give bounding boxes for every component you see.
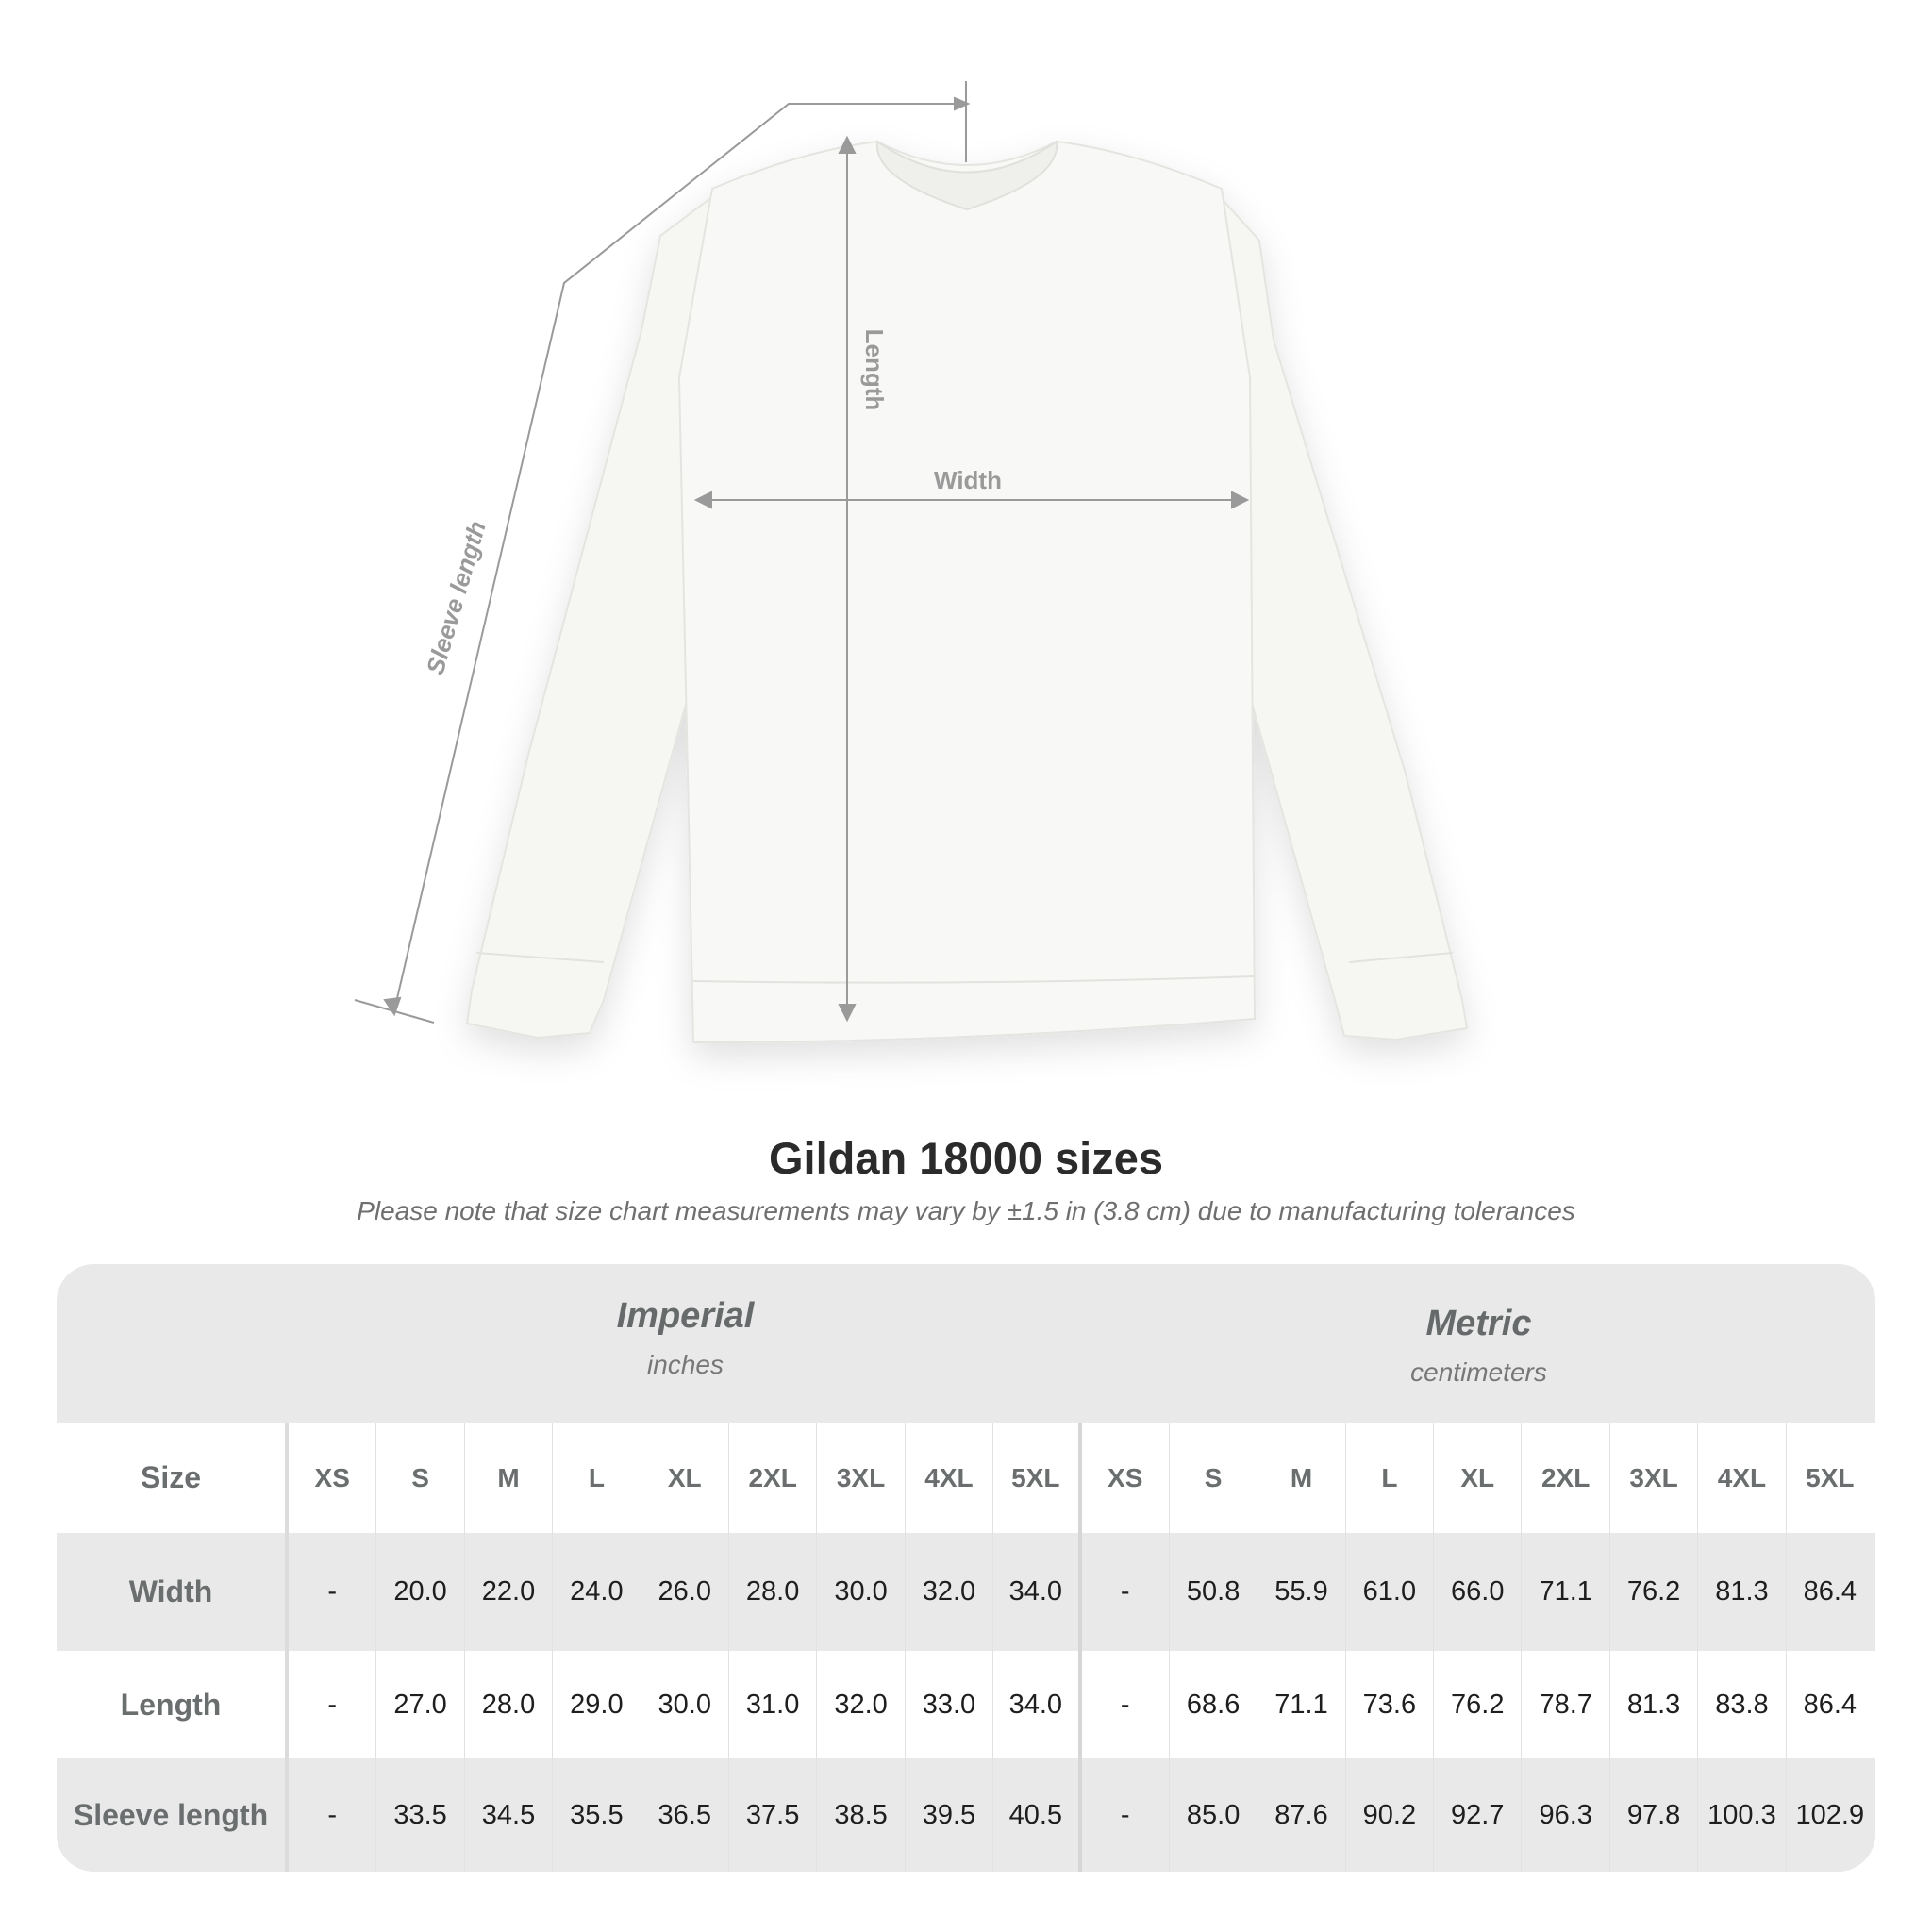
size-header-cell: 5XL (1787, 1423, 1875, 1533)
size-header-cell: 5XL (993, 1423, 1082, 1533)
table-cell: - (1082, 1533, 1170, 1651)
size-header-cell: M (465, 1423, 554, 1533)
table-cell: 39.5 (906, 1758, 994, 1872)
table-cell: 100.3 (1698, 1758, 1787, 1872)
size-header-cell: S (376, 1423, 465, 1533)
table-cell: 96.3 (1522, 1758, 1610, 1872)
table-cell: 35.5 (553, 1758, 641, 1872)
table-cell: 87.6 (1257, 1758, 1346, 1872)
table-cell: 20.0 (376, 1533, 465, 1651)
size-header-cell: XL (1434, 1423, 1523, 1533)
table-cell: 55.9 (1257, 1533, 1346, 1651)
table-cell: 86.4 (1787, 1533, 1875, 1651)
row-label: Length (57, 1651, 289, 1758)
sweatshirt-diagram: Length Width Sleeve length (354, 81, 1469, 1044)
table-cell: 102.9 (1787, 1758, 1875, 1872)
table-row: Length -27.0 28.0 29.0 30.0 31.0 32.0 33.0 34.0-… (57, 1651, 1875, 1758)
table-cell: - (289, 1533, 377, 1651)
table-cell: - (289, 1651, 377, 1758)
size-header-cell: M (1257, 1423, 1346, 1533)
table-cell: 38.5 (817, 1758, 906, 1872)
table-row: Sleeve length -33.5 34.5 35.5 36.5 37.5 38.5 39… (57, 1758, 1875, 1872)
table-cell: 33.5 (376, 1758, 465, 1872)
table-cell: 28.0 (465, 1651, 554, 1758)
table-cell: 34.0 (993, 1651, 1082, 1758)
table-row: Width -20.0 22.0 24.0 26.0 28.0 30.0 32.0 34.0-5… (57, 1533, 1875, 1651)
table-cell: 33.0 (906, 1651, 994, 1758)
table-cell: 73.6 (1346, 1651, 1435, 1758)
table-cell: 81.3 (1610, 1651, 1699, 1758)
size-header-cell: 4XL (906, 1423, 994, 1533)
table-cell: 30.0 (641, 1651, 729, 1758)
table-cell: 34.0 (993, 1533, 1082, 1651)
table-cell: 68.6 (1170, 1651, 1258, 1758)
page-title: Gildan 18000 sizes (768, 1133, 1164, 1183)
table-cell: 32.0 (906, 1533, 994, 1651)
metric-unit: centimeters (1410, 1357, 1547, 1387)
size-header-cell: 2XL (1522, 1423, 1610, 1533)
table-cell: 92.7 (1434, 1758, 1523, 1872)
table-header-band: Imperial inches Metric centimeters (57, 1264, 1875, 1423)
table-cell: 81.3 (1698, 1533, 1787, 1651)
table-cell: 66.0 (1434, 1533, 1523, 1651)
table-cell: 37.5 (729, 1758, 818, 1872)
size-header-cell: 4XL (1698, 1423, 1787, 1533)
table-cell: 86.4 (1787, 1651, 1875, 1758)
imperial-unit: inches (647, 1350, 724, 1379)
tolerance-note: Please note that size chart measurements… (357, 1196, 1575, 1225)
table-cell: 85.0 (1170, 1758, 1258, 1872)
table-cell: 78.7 (1522, 1651, 1610, 1758)
table-cell: 31.0 (729, 1651, 818, 1758)
table-cell: 61.0 (1346, 1533, 1435, 1651)
table-cell: 24.0 (553, 1533, 641, 1651)
length-label: Length (860, 329, 889, 411)
table-cell: 36.5 (641, 1758, 729, 1872)
table-cell: 40.5 (993, 1758, 1082, 1872)
sleeve-length-label: Sleeve length (421, 518, 491, 677)
table-cell: 71.1 (1257, 1651, 1346, 1758)
table-cell: - (1082, 1651, 1170, 1758)
table-cell: 83.8 (1698, 1651, 1787, 1758)
table-cell: 76.2 (1610, 1533, 1699, 1651)
table-cell: 27.0 (376, 1651, 465, 1758)
table-cell: 26.0 (641, 1533, 729, 1651)
table-cell: 90.2 (1346, 1758, 1435, 1872)
table-cell: 32.0 (817, 1651, 906, 1758)
metric-title: Metric (1425, 1304, 1532, 1343)
size-header-cell: XL (641, 1423, 729, 1533)
size-table: Imperial inches Metric centimeters Size X… (57, 1264, 1875, 1872)
table-cell: 71.1 (1522, 1533, 1610, 1651)
width-label: Width (934, 466, 1002, 494)
row-label: Size (57, 1423, 289, 1533)
size-header-cell: XS (289, 1423, 377, 1533)
table-cell: 30.0 (817, 1533, 906, 1651)
size-header-row: Size XS S M L XL 2XL 3XL 4XL 5XL XS S M L XL 2XL 3XL 4XL 5… (57, 1423, 1875, 1533)
table-cell: 28.0 (729, 1533, 818, 1651)
row-label: Width (57, 1533, 289, 1651)
metric-header: Metric centimeters (1082, 1304, 1875, 1388)
size-header-cell: L (1346, 1423, 1435, 1533)
size-header-cell: S (1170, 1423, 1258, 1533)
table-cell: 97.8 (1610, 1758, 1699, 1872)
imperial-title: Imperial (616, 1296, 755, 1336)
size-header-cell: 2XL (729, 1423, 818, 1533)
table-cell: 22.0 (465, 1533, 554, 1651)
size-header-cell: 3XL (817, 1423, 906, 1533)
size-header-cell: XS (1082, 1423, 1170, 1533)
table-cell: 29.0 (553, 1651, 641, 1758)
table-cell: - (1082, 1758, 1170, 1872)
table-cell: 34.5 (465, 1758, 554, 1872)
sweatshirt-image (465, 140, 1469, 1044)
table-cell: 50.8 (1170, 1533, 1258, 1651)
imperial-header: Imperial inches (289, 1296, 1082, 1380)
size-header-cell: L (553, 1423, 641, 1533)
row-label: Sleeve length (57, 1758, 289, 1872)
size-header-cell: 3XL (1610, 1423, 1699, 1533)
table-cell: - (289, 1758, 377, 1872)
measurement-lines (354, 81, 1250, 1024)
table-cell: 76.2 (1434, 1651, 1523, 1758)
